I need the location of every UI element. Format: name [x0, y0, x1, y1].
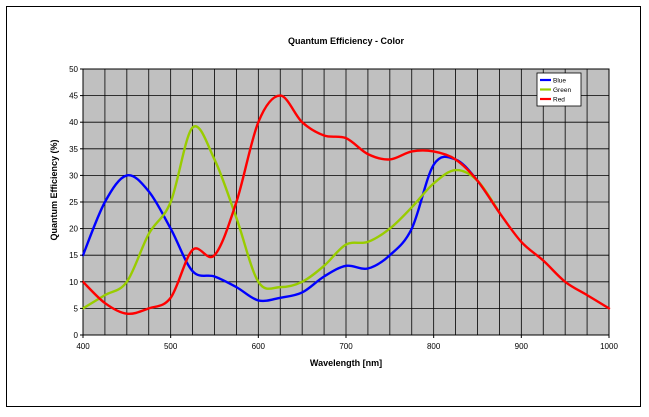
x-tick-label: 500 [164, 342, 178, 351]
y-tick-label: 45 [69, 92, 78, 101]
series-line-green [81, 125, 501, 310]
x-tick-label: 400 [76, 342, 90, 351]
series-lines [81, 94, 611, 316]
legend-label-blue: Blue [553, 78, 566, 85]
x-tick-label: 700 [339, 342, 353, 351]
y-tick-label: 35 [69, 145, 78, 154]
legend: Blue Green Red [536, 72, 582, 107]
y-tick-label: 20 [69, 225, 78, 234]
x-tick-label: 800 [427, 342, 441, 351]
series-line-red [81, 94, 611, 316]
y-tick-label: 15 [69, 251, 78, 260]
x-tick-label: 1000 [600, 342, 618, 351]
y-tick-label: 40 [69, 118, 78, 127]
series-line-blue [81, 155, 501, 303]
y-tick-label: 5 [74, 304, 79, 313]
y-tick-label: 25 [69, 198, 78, 207]
y-axis-ticks: 0 5 10 15 20 25 30 35 40 45 50 [69, 65, 83, 340]
legend-label-red: Red [553, 97, 565, 104]
x-tick-label: 900 [515, 342, 529, 351]
chart-title: Quantum Efficiency - Color [288, 36, 405, 46]
y-tick-label: 0 [74, 331, 79, 340]
y-tick-label: 10 [69, 278, 78, 287]
y-axis-title: Quantum Efficiency (%) [49, 139, 59, 240]
x-axis-title: Wavelength [nm] [310, 358, 382, 368]
legend-label-green: Green [553, 87, 571, 94]
y-tick-label: 50 [69, 65, 78, 74]
x-axis-ticks: 400 500 600 700 800 900 1000 [76, 335, 618, 351]
y-tick-label: 30 [69, 171, 78, 180]
x-tick-label: 600 [252, 342, 266, 351]
plot-area [81, 68, 611, 336]
